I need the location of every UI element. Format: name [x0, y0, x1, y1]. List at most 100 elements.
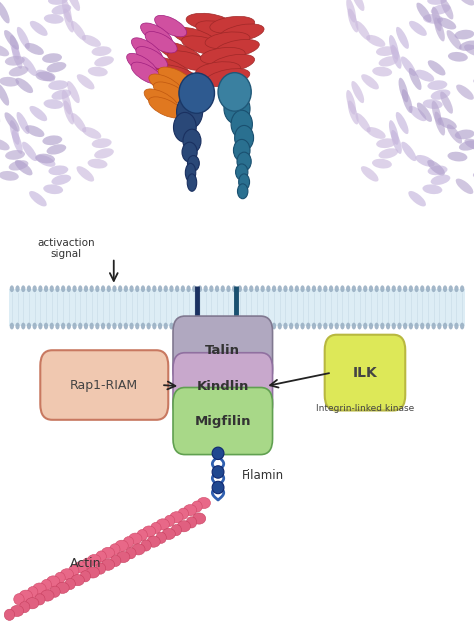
Ellipse shape — [141, 540, 151, 551]
FancyBboxPatch shape — [173, 316, 273, 386]
Ellipse shape — [186, 517, 197, 528]
Ellipse shape — [46, 144, 66, 155]
Ellipse shape — [409, 106, 427, 121]
Ellipse shape — [137, 530, 147, 541]
Text: activaction
signal: activaction signal — [37, 238, 95, 259]
Ellipse shape — [399, 78, 409, 102]
Ellipse shape — [237, 184, 248, 199]
Ellipse shape — [17, 27, 30, 49]
Ellipse shape — [101, 547, 115, 558]
Ellipse shape — [226, 286, 230, 292]
Ellipse shape — [369, 323, 373, 330]
Ellipse shape — [198, 323, 202, 330]
Ellipse shape — [363, 323, 367, 330]
Ellipse shape — [67, 0, 80, 11]
Ellipse shape — [416, 2, 431, 22]
Ellipse shape — [50, 286, 54, 292]
Ellipse shape — [9, 66, 28, 76]
Ellipse shape — [60, 569, 73, 580]
Ellipse shape — [169, 323, 173, 330]
Ellipse shape — [415, 70, 434, 82]
Ellipse shape — [205, 69, 250, 86]
Ellipse shape — [44, 286, 48, 292]
Ellipse shape — [19, 602, 30, 613]
Ellipse shape — [172, 27, 217, 47]
Ellipse shape — [27, 286, 31, 292]
Ellipse shape — [431, 89, 450, 100]
Ellipse shape — [447, 30, 462, 50]
Ellipse shape — [456, 84, 474, 100]
Ellipse shape — [158, 286, 162, 292]
Ellipse shape — [428, 80, 447, 90]
Ellipse shape — [46, 576, 60, 587]
Ellipse shape — [22, 142, 37, 161]
Ellipse shape — [95, 323, 100, 330]
Ellipse shape — [438, 117, 457, 129]
FancyBboxPatch shape — [40, 350, 168, 420]
Ellipse shape — [73, 323, 77, 330]
Ellipse shape — [352, 0, 365, 11]
Ellipse shape — [409, 286, 413, 292]
Ellipse shape — [19, 590, 32, 601]
Ellipse shape — [432, 7, 442, 31]
Ellipse shape — [71, 574, 84, 586]
Ellipse shape — [50, 586, 60, 597]
Ellipse shape — [10, 286, 14, 292]
Ellipse shape — [132, 544, 145, 555]
Ellipse shape — [173, 112, 196, 142]
Text: Integrin-linked kinase: Integrin-linked kinase — [316, 404, 414, 413]
Ellipse shape — [401, 57, 416, 76]
Ellipse shape — [437, 17, 456, 29]
Ellipse shape — [196, 61, 240, 79]
Ellipse shape — [21, 323, 26, 330]
Ellipse shape — [357, 323, 362, 330]
Ellipse shape — [197, 497, 210, 509]
Ellipse shape — [295, 323, 299, 330]
Ellipse shape — [266, 323, 271, 330]
Ellipse shape — [182, 142, 197, 162]
Ellipse shape — [414, 323, 419, 330]
Ellipse shape — [283, 286, 288, 292]
Ellipse shape — [48, 165, 68, 175]
Ellipse shape — [183, 504, 197, 515]
Ellipse shape — [0, 44, 9, 57]
Ellipse shape — [261, 323, 265, 330]
Ellipse shape — [278, 323, 282, 330]
Ellipse shape — [428, 60, 446, 76]
Ellipse shape — [12, 130, 23, 154]
Ellipse shape — [129, 286, 134, 292]
Ellipse shape — [179, 73, 214, 113]
Ellipse shape — [144, 89, 178, 111]
Ellipse shape — [459, 40, 474, 51]
Ellipse shape — [156, 532, 166, 543]
Ellipse shape — [376, 47, 396, 56]
Ellipse shape — [88, 555, 101, 566]
Ellipse shape — [255, 323, 259, 330]
Ellipse shape — [232, 323, 236, 330]
Ellipse shape — [135, 286, 139, 292]
Ellipse shape — [186, 323, 191, 330]
Ellipse shape — [346, 90, 356, 115]
Ellipse shape — [101, 286, 105, 292]
Ellipse shape — [107, 286, 111, 292]
Ellipse shape — [176, 94, 203, 129]
Ellipse shape — [21, 286, 26, 292]
Ellipse shape — [62, 0, 72, 22]
Ellipse shape — [48, 80, 68, 90]
Ellipse shape — [301, 286, 305, 292]
Ellipse shape — [149, 97, 183, 118]
Ellipse shape — [35, 153, 55, 163]
Ellipse shape — [42, 53, 62, 63]
Ellipse shape — [443, 286, 447, 292]
Ellipse shape — [417, 102, 432, 122]
Ellipse shape — [366, 127, 386, 139]
Ellipse shape — [10, 35, 19, 60]
Ellipse shape — [12, 45, 22, 69]
Ellipse shape — [82, 35, 101, 47]
Ellipse shape — [346, 0, 356, 22]
Ellipse shape — [352, 323, 356, 330]
Ellipse shape — [118, 286, 122, 292]
Ellipse shape — [459, 140, 474, 151]
Ellipse shape — [340, 323, 345, 330]
Ellipse shape — [363, 286, 367, 292]
